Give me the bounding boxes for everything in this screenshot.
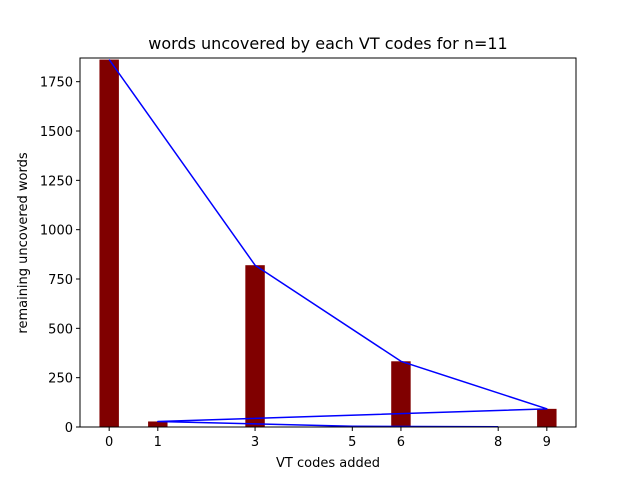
x-tick-label: 9: [543, 435, 551, 450]
bar: [391, 361, 411, 427]
x-tick-label: 6: [397, 435, 405, 450]
x-tick-label: 5: [348, 435, 356, 450]
bar: [99, 59, 119, 427]
y-tick-label: 1750: [40, 76, 73, 91]
x-tick-label: 0: [105, 435, 113, 450]
x-tick-label: 8: [494, 435, 502, 450]
y-tick-label: 0: [65, 421, 73, 436]
bar: [537, 408, 557, 427]
plot-area: 0 1 3 5 6 8 9 0 250 500 750 1000 1250 1500 1750: [40, 57, 577, 450]
y-tick-label: 1250: [40, 174, 73, 189]
x-tick-label: 3: [251, 435, 259, 450]
x-tick-label: 1: [154, 435, 162, 450]
y-tick-label: 1000: [40, 224, 73, 239]
axes-frame: [79, 57, 577, 428]
y-axis-label: remaining uncovered words: [16, 152, 31, 333]
y-tick-label: 750: [48, 273, 73, 288]
y-tick-label: 250: [48, 372, 73, 387]
series-line: [108, 59, 548, 428]
bar: [245, 265, 265, 427]
x-axis-label: VT codes added: [276, 456, 380, 471]
y-tick-label: 1500: [40, 125, 73, 140]
y-tick-label: 500: [48, 322, 73, 337]
chart-title: words uncovered by each VT codes for n=1…: [148, 34, 507, 53]
bar: [148, 421, 168, 427]
